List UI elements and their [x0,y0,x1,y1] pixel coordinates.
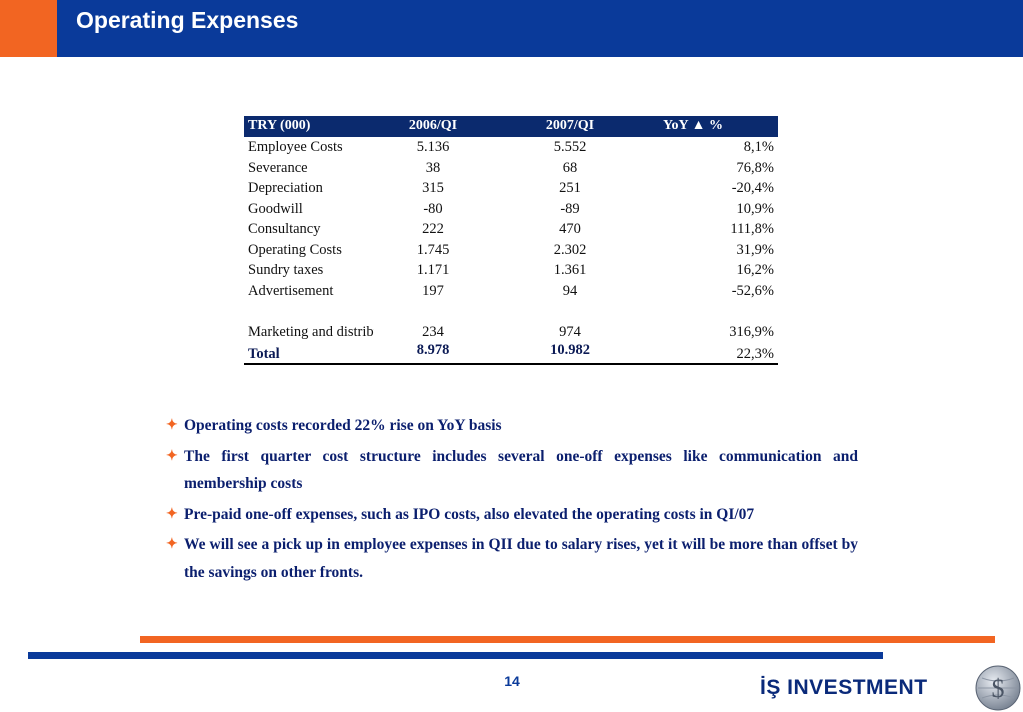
cell-2006: 197 [422,282,444,299]
four-point-star-icon: ✦ [166,418,178,433]
opex-table: TRY (000) 2006/QI 2007/QI YoY ▲ % Employ… [244,116,778,365]
table-row: Employee Costs 5.136 5.552 8,1% [244,137,778,158]
cell-2007: 94 [562,282,578,299]
table-row: Depreciation 315 251 -20,4% [244,178,778,199]
cell-2007: 1.361 [553,262,587,278]
row-label: Employee Costs [248,139,343,155]
cell-2007: 68 [562,159,578,176]
cell-yoy: 31,9% [736,241,774,258]
column-header-yoy: YoY ▲ % [662,118,723,133]
cell-2006: 5.136 [416,139,450,155]
table-header-row: TRY (000) 2006/QI 2007/QI YoY ▲ % [244,116,778,137]
table-row: Marketing and distribution 234 974 316,9% [244,322,778,343]
dollar-globe-icon: $ [975,665,1021,711]
cell-yoy: -52,6% [731,282,774,299]
cell-2006: 38 [425,159,441,176]
page-title: Operating Expenses [76,7,299,33]
cell-yoy: 111,8% [730,221,774,237]
header-orange-block [0,0,57,57]
cell-2007: 974 [559,323,581,340]
cell-2006: 315 [422,180,444,196]
footer-blue-rule [28,652,883,659]
cell-2006: 1.171 [416,262,450,278]
bullet-text: We will see a pick up in employee expens… [184,536,858,581]
table-row: Severance 38 68 76,8% [244,158,778,179]
row-label: Marketing and distribution [248,323,374,340]
column-header-2007: 2007/QI [545,118,595,133]
cell-yoy: 76,8% [736,159,774,176]
total-2006: 8.978 [416,342,450,358]
table-row: Advertisement 197 94 -52,6% [244,281,778,302]
row-label: Advertisement [248,282,334,299]
table-total-row: Total 8.978 10.982 22,3% [244,342,778,365]
page-number: 14 [504,673,520,689]
table-row: Goodwill -80 -89 10,9% [244,199,778,220]
row-label: Depreciation [248,180,323,196]
cell-yoy: 10,9% [736,200,774,217]
cell-yoy: -20,4% [731,180,774,196]
cell-2006: 222 [422,221,444,237]
bullet-item: ✦ The first quarter cost structure inclu… [166,443,858,498]
table-row: Operating Costs 1.745 2.302 31,9% [244,240,778,261]
cell-2007: 5.552 [553,139,587,155]
cell-2007: -89 [560,200,580,217]
column-header-2006: 2006/QI [408,118,458,133]
table-row: Sundry taxes 1.171 1.361 16,2% [244,260,778,281]
svg-text:$: $ [992,674,1005,703]
cell-yoy: 16,2% [736,262,774,278]
bullet-item: ✦ We will see a pick up in employee expe… [166,531,858,586]
row-label: Goodwill [248,200,303,217]
total-label: Total [248,346,280,362]
cell-yoy: 8,1% [743,139,774,155]
four-point-star-icon: ✦ [166,448,178,464]
total-yoy: 22,3% [736,346,774,362]
cell-2007: 470 [559,221,581,237]
company-logo-text: İŞ INVESTMENT [760,676,928,699]
bullet-text: The first quarter cost structure include… [184,447,858,493]
cell-2007: 251 [559,180,581,196]
four-point-star-icon: ✦ [166,537,178,552]
bullet-text: Operating costs recorded 22% rise on YoY… [184,417,502,434]
row-label: Consultancy [248,221,321,237]
row-label: Severance [248,159,308,176]
total-2007: 10.982 [550,342,590,358]
column-header-item: TRY (000) [248,118,311,133]
cell-2006: 234 [422,323,444,340]
cell-yoy: 316,9% [729,323,774,340]
bullet-item: ✦ Operating costs recorded 22% rise on Y… [166,412,858,440]
four-point-star-icon: ✦ [166,506,178,522]
cell-2007: 2.302 [553,241,587,258]
bullet-text: Pre-paid one-off expenses, such as IPO c… [184,505,755,523]
commentary-list: ✦ Operating costs recorded 22% rise on Y… [166,412,858,589]
row-label: Sundry taxes [248,262,324,278]
cell-2006: -80 [423,200,443,217]
table-row [244,301,778,322]
row-label: Operating Costs [248,241,342,258]
bullet-item: ✦ Pre-paid one-off expenses, such as IPO… [166,501,858,529]
footer-orange-rule [140,636,995,643]
header-bar [57,0,1023,57]
table-row: Consultancy 222 470 111,8% [244,219,778,240]
cell-2006: 1.745 [416,241,450,258]
